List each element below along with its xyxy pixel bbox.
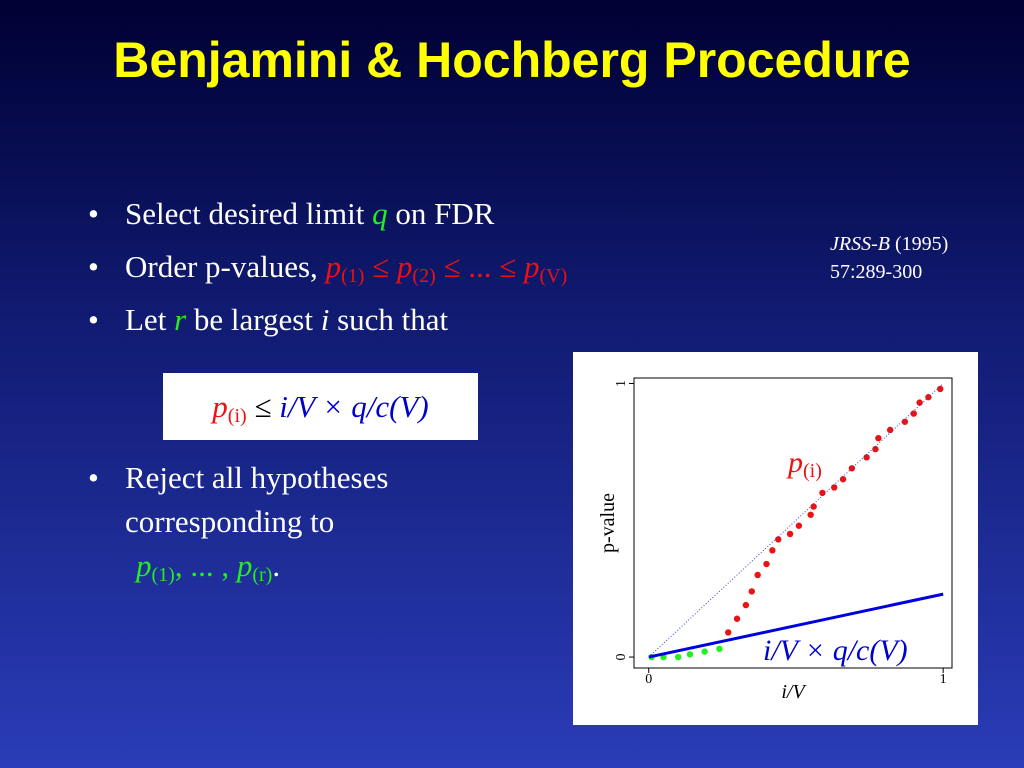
text: (1995): [889, 233, 949, 255]
point: [901, 418, 909, 425]
text: (i): [227, 405, 247, 427]
text: , ... ,: [174, 548, 237, 583]
bullet: • Let r be largest i such that: [88, 302, 449, 337]
annotation: i/V × q/c(V): [763, 634, 908, 667]
point: [775, 536, 782, 543]
point: [839, 476, 847, 483]
bullet: • Select desired limit q on FDR: [88, 196, 495, 231]
point: [807, 511, 814, 518]
bullet: • Order p-values, p(1) ≤ p(2) ≤ ... ≤ p(V…: [88, 249, 568, 287]
text: JRSS-B: [830, 233, 890, 255]
point: [742, 601, 750, 609]
point: [786, 530, 794, 538]
plot-frame: [633, 377, 953, 669]
x-tick-label: 0: [645, 672, 652, 687]
point: [725, 629, 732, 636]
text: p: [212, 389, 228, 424]
text: such that: [329, 302, 449, 337]
text: q: [372, 196, 388, 231]
point: [937, 385, 944, 393]
point: [686, 651, 694, 658]
bullet: • Reject all hypotheses corresponding to p…: [88, 456, 488, 597]
text: ≤: [364, 249, 397, 284]
point: [763, 560, 770, 568]
text: Reject all hypotheses corresponding to: [125, 460, 389, 539]
x-tick-label: 1: [940, 672, 947, 687]
text: (1): [341, 265, 365, 287]
point: [819, 489, 826, 497]
y-tick-label: 0: [614, 654, 629, 661]
x-axis-label: i/V: [781, 681, 807, 703]
text: (V): [539, 265, 568, 287]
text: (i): [803, 460, 822, 482]
y-axis-label: p-value: [597, 493, 619, 553]
point: [886, 426, 894, 434]
text: ≤: [246, 389, 280, 424]
text: be largest: [186, 302, 321, 337]
threshold-line: [648, 592, 944, 659]
point: [810, 503, 817, 510]
point: [875, 434, 882, 442]
text: .: [272, 548, 281, 583]
point: [674, 653, 682, 661]
text: Select desired limit: [125, 196, 373, 231]
text: r: [174, 302, 187, 337]
text: p: [524, 249, 540, 284]
reference: JRSS-B (1995) 57:289-300: [830, 230, 948, 286]
text: i: [320, 302, 330, 337]
text: p: [325, 249, 342, 284]
text: (1): [151, 564, 175, 586]
text: p: [786, 446, 803, 479]
point: [863, 454, 870, 461]
point: [795, 522, 803, 529]
point: [831, 484, 838, 491]
formula-box: p(i) ≤ i/V × q/c(V): [163, 373, 478, 440]
text: Let: [125, 302, 175, 337]
text: p: [396, 249, 413, 284]
point: [916, 399, 923, 406]
point: [848, 465, 856, 472]
text: on FDR: [387, 196, 495, 231]
annotation: p(i): [786, 446, 822, 482]
text: 57:289-300: [830, 261, 923, 283]
text: (2): [412, 265, 436, 287]
point: [872, 445, 879, 453]
point: [769, 547, 776, 554]
point: [754, 571, 761, 579]
slide-title: Benjamini & Hochberg Procedure: [113, 32, 911, 88]
point: [701, 648, 708, 655]
text: i/V × q/c(V): [279, 389, 429, 424]
point: [748, 588, 755, 595]
reference-line: [648, 383, 944, 658]
text: p: [136, 548, 152, 583]
y-tick-label: 1: [614, 380, 629, 387]
point: [716, 645, 723, 653]
text: Order p-values,: [125, 249, 326, 284]
point: [910, 410, 917, 417]
text: ≤ ... ≤: [435, 249, 525, 284]
point: [733, 615, 741, 622]
text: (r): [252, 564, 273, 586]
text: p: [236, 548, 253, 583]
